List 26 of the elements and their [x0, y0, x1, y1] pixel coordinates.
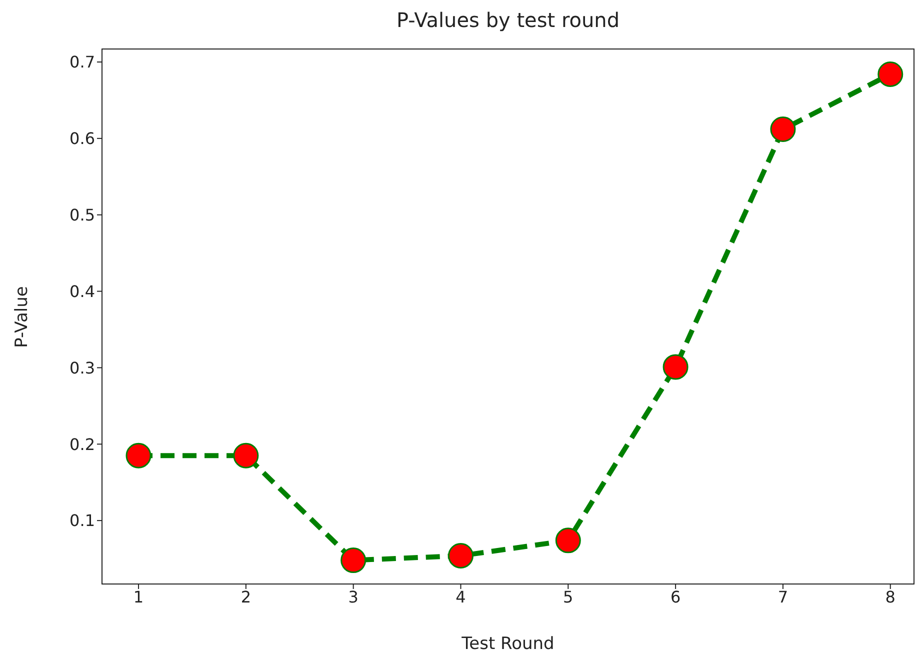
x-tick-label: 8 [885, 587, 896, 606]
point [448, 542, 474, 568]
point [340, 548, 366, 574]
x-tick-label: 3 [348, 587, 358, 606]
y-tick-label: 0.4 [70, 282, 95, 301]
x-tick-label: 1 [133, 587, 144, 606]
chart-title: P-Values by test round [395, 8, 621, 32]
y-tick-label: 0.7 [70, 52, 95, 72]
point [233, 442, 259, 468]
point [662, 354, 688, 380]
point [770, 116, 796, 142]
y-axis-title: P-Value [12, 286, 32, 348]
x-tick-label: 2 [240, 587, 252, 606]
x-axis-title: Test Round [460, 634, 556, 654]
y-tick-label: 0.6 [70, 129, 95, 148]
point [878, 61, 904, 87]
y-tick-label: 0.1 [70, 511, 95, 530]
x-tick-label: 6 [670, 587, 681, 606]
y-tick-label: 0.2 [70, 434, 95, 454]
x-tick-label: 5 [563, 587, 574, 606]
y-tick-label: 0.5 [70, 206, 95, 225]
x-tick-label: 4 [456, 587, 466, 606]
x-tick-label: 7 [778, 587, 788, 606]
point [126, 442, 152, 468]
point [555, 528, 581, 554]
y-tick-label: 0.3 [70, 358, 95, 378]
